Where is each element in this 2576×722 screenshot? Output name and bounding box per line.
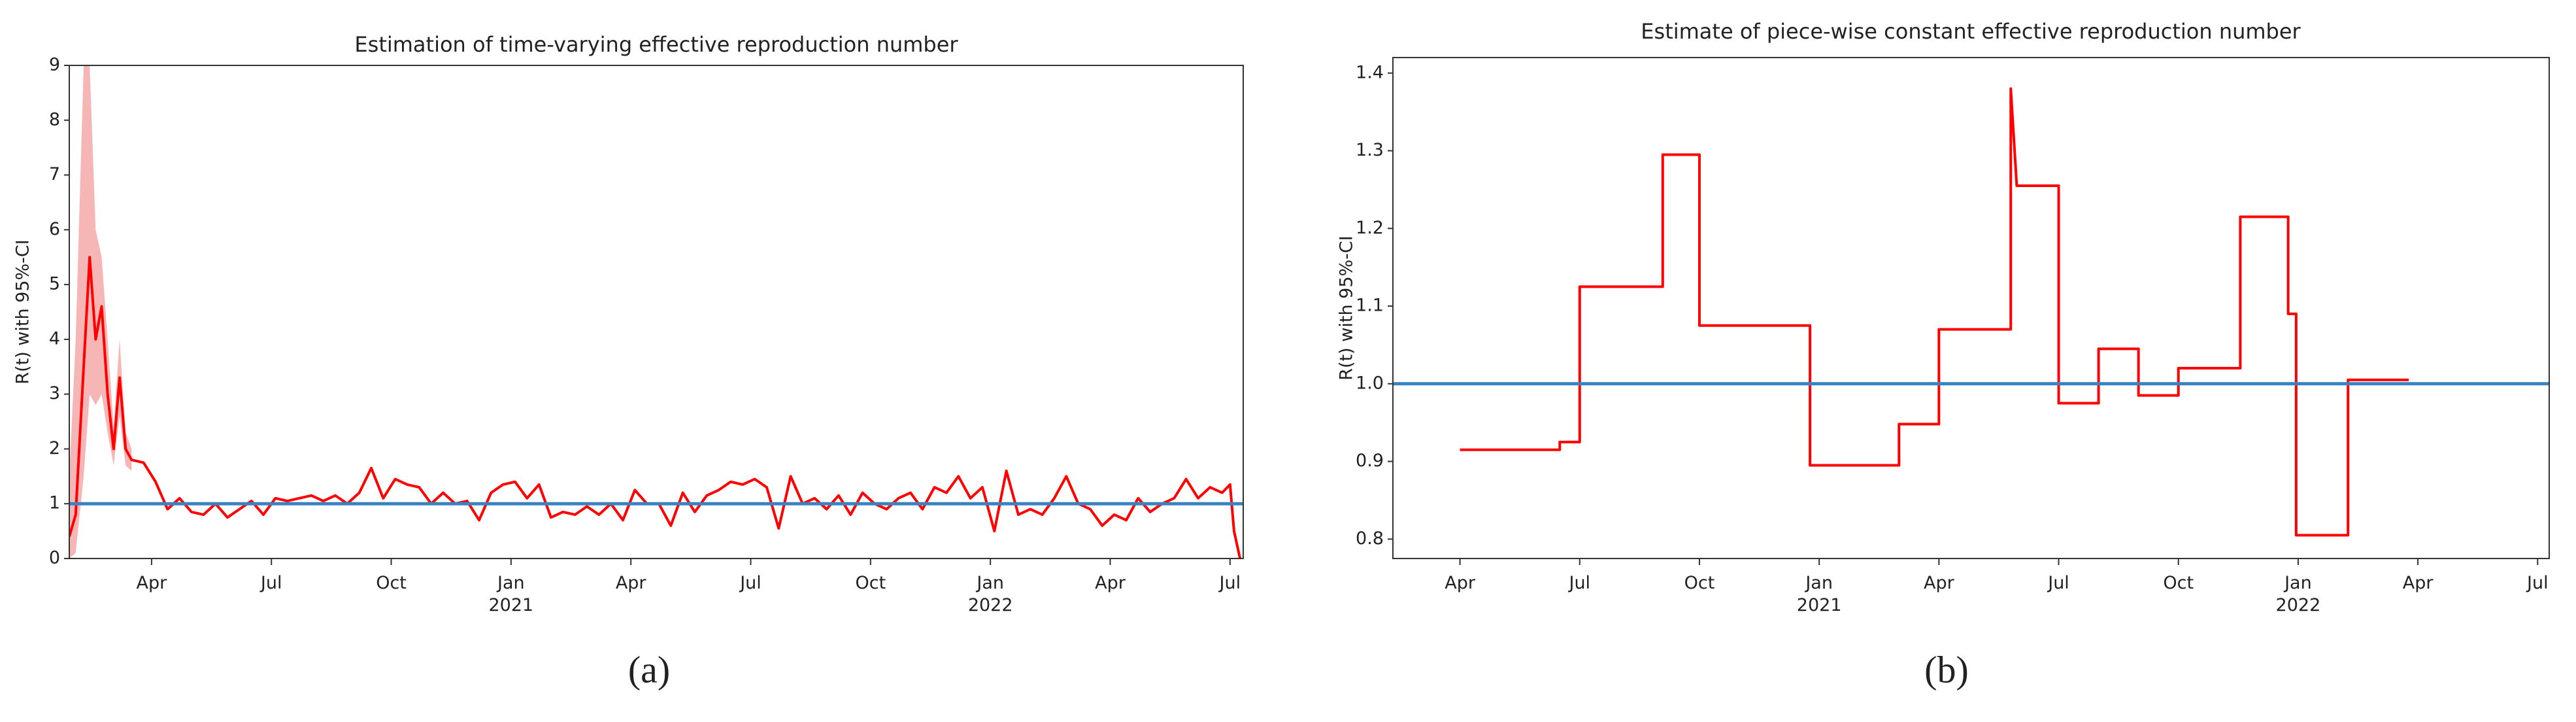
x-tick-label-line: Oct	[1684, 573, 1715, 593]
x-tick-label-line: Apr	[137, 573, 168, 593]
x-tick-label: Jul	[1567, 573, 1590, 593]
y-axis-label: R(t) with 95%-CI	[13, 239, 33, 384]
y-tick-label: 7	[49, 164, 60, 184]
x-tick-label: Oct	[376, 573, 407, 593]
y-tick-label: 0.9	[1356, 451, 1384, 471]
x-tick-label-line: Jan	[975, 573, 1004, 593]
y-tick-label: 2	[49, 438, 60, 458]
y-tick-label: 5	[49, 274, 60, 294]
x-tick-label-line: 2022	[2276, 595, 2321, 615]
axes-frame	[1392, 57, 2550, 559]
line	[1460, 87, 2409, 537]
y-tick-label: 6	[49, 219, 60, 239]
y-tick-label: 1.0	[1356, 373, 1384, 393]
plot-area	[69, 65, 1242, 559]
x-tick-label-line: 2022	[968, 595, 1013, 615]
y-tick-label: 1.1	[1356, 296, 1384, 316]
y-tick-label: 9	[49, 55, 60, 75]
x-tick-label: Jul	[1218, 573, 1241, 593]
plot-area	[1460, 87, 2409, 537]
x-tick-label: Oct	[1684, 573, 1715, 593]
axes-frame	[69, 65, 1244, 559]
x-tick-label-line: Jul	[1218, 573, 1241, 593]
y-tick-label: 1.4	[1356, 62, 1384, 82]
x-tick-label: Apr	[616, 573, 647, 593]
y-tick-label: 1	[49, 493, 60, 513]
x-tick-label: Jan 2022	[968, 573, 1013, 615]
x-tick-label-line: Jul	[2047, 573, 2069, 593]
x-tick-label-line: Oct	[376, 573, 407, 593]
chart-title: Estimate of piece-wise constant effectiv…	[1641, 19, 2301, 44]
x-tick-label: Jan 2022	[2276, 573, 2321, 615]
x-tick-label: Jul	[259, 573, 282, 593]
x-tick-label-line: Jan	[2283, 573, 2312, 593]
x-tick-label-line: 2021	[1797, 595, 1842, 615]
x-tick-label-line: Jul	[739, 573, 761, 593]
x-tick-label: Jul	[739, 573, 761, 593]
x-tick-label-line: Apr	[616, 573, 647, 593]
y-tick-label: 1.2	[1356, 218, 1384, 238]
caption: (a)	[628, 648, 670, 691]
x-tick-label-line: Apr	[1924, 573, 1955, 593]
y-tick-label: 4	[49, 328, 60, 349]
x-tick-label: Apr	[1445, 573, 1476, 593]
x-tick-label-line: Jul	[1567, 573, 1590, 593]
line	[69, 256, 1242, 559]
y-tick-label: 0	[49, 548, 60, 568]
caption: (b)	[1924, 648, 1969, 691]
x-tick-label: Oct	[856, 573, 886, 593]
chart-title: Estimation of time-varying effective rep…	[354, 32, 958, 57]
x-tick-label: Jul	[2526, 573, 2549, 593]
y-tick-label: 0.8	[1356, 528, 1384, 549]
y-tick-label: 1.3	[1356, 140, 1384, 160]
x-tick-label-line: Oct	[856, 573, 886, 593]
x-tick-label-line: Jan	[1804, 573, 1833, 593]
x-tick-label-line: Apr	[1445, 573, 1476, 593]
x-tick-label-line: Jul	[2526, 573, 2549, 593]
x-tick-label-line: Oct	[2163, 573, 2194, 593]
x-tick-label: Apr	[137, 573, 168, 593]
x-tick-label: Apr	[1095, 573, 1126, 593]
y-axis-label: R(t) with 95%-CI	[1337, 235, 1357, 380]
x-tick-label-line: Jul	[259, 573, 282, 593]
x-tick-label: Oct	[2163, 573, 2194, 593]
x-tick-label-line: 2021	[489, 595, 534, 615]
y-tick-label: 8	[49, 109, 60, 129]
x-tick-label-line: Apr	[2403, 573, 2434, 593]
x-tick-label: Apr	[2403, 573, 2434, 593]
x-tick-label: Jan 2021	[1797, 573, 1842, 615]
x-tick-label-line: Jan	[496, 573, 525, 593]
x-tick-label-line: Apr	[1095, 573, 1126, 593]
x-tick-label: Apr	[1924, 573, 1955, 593]
x-tick-label: Jan 2021	[489, 573, 534, 615]
y-tick-label: 3	[49, 383, 60, 404]
x-tick-label: Jul	[2047, 573, 2069, 593]
